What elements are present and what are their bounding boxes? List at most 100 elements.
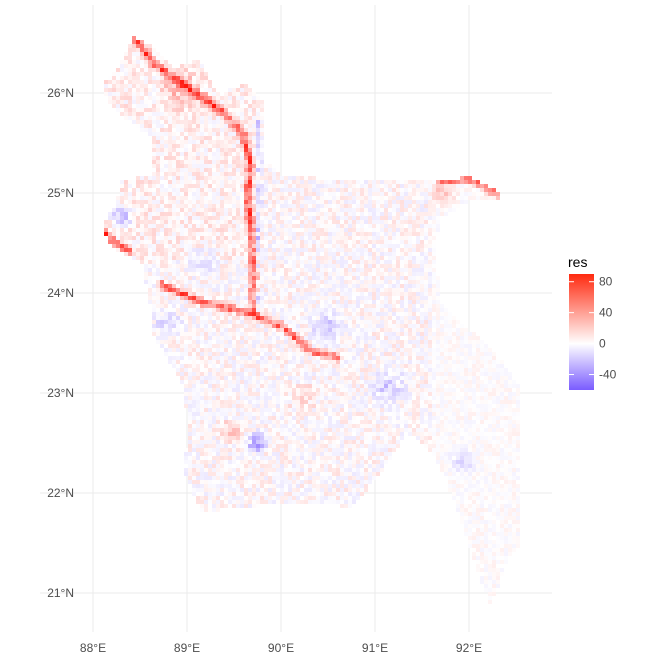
- raster-cell: [152, 140, 156, 144]
- raster-cell: [212, 304, 216, 308]
- raster-cell: [220, 216, 224, 220]
- raster-cell: [376, 344, 380, 348]
- raster-cell: [364, 252, 368, 256]
- raster-cell: [444, 204, 448, 208]
- raster-cell: [192, 368, 196, 372]
- raster-cell: [140, 72, 144, 76]
- raster-cell: [280, 224, 284, 228]
- raster-cell: [248, 368, 252, 372]
- raster-cell: [400, 344, 404, 348]
- raster-cell: [380, 220, 384, 224]
- raster-cell: [160, 88, 164, 92]
- raster-cell: [412, 328, 416, 332]
- raster-cell: [180, 164, 184, 168]
- raster-cell: [160, 184, 164, 188]
- raster-cell: [188, 268, 192, 272]
- raster-cell: [244, 296, 248, 300]
- raster-cell: [200, 216, 204, 220]
- raster-cell: [320, 308, 324, 312]
- raster-cell: [292, 240, 296, 244]
- raster-cell: [404, 304, 408, 308]
- raster-cell: [384, 244, 388, 248]
- raster-cell: [172, 352, 176, 356]
- raster-cell: [364, 308, 368, 312]
- raster-cell: [228, 144, 232, 148]
- raster-cell: [288, 196, 292, 200]
- raster-cell: [168, 156, 172, 160]
- raster-cell: [240, 184, 244, 188]
- raster-cell: [336, 276, 340, 280]
- raster-cell: [340, 268, 344, 272]
- raster-cell: [452, 320, 456, 324]
- raster-cell: [216, 304, 220, 308]
- raster-cell: [456, 180, 460, 184]
- raster-cell: [196, 316, 200, 320]
- raster-cell: [360, 320, 364, 324]
- raster-cell: [192, 72, 196, 76]
- raster-cell: [256, 144, 260, 148]
- raster-cell: [364, 264, 368, 268]
- raster-cell: [244, 368, 248, 372]
- raster-cell: [336, 368, 340, 372]
- raster-cell: [184, 296, 188, 300]
- raster-cell: [436, 300, 440, 304]
- raster-cell: [108, 80, 112, 84]
- raster-cell: [460, 188, 464, 192]
- raster-cell: [344, 212, 348, 216]
- raster-cell: [132, 212, 136, 216]
- raster-cell: [168, 288, 172, 292]
- raster-cell: [136, 192, 140, 196]
- raster-cell: [204, 104, 208, 108]
- raster-cell: [160, 152, 164, 156]
- raster-cell: [316, 248, 320, 252]
- raster-cell: [112, 80, 116, 84]
- raster-cell: [156, 172, 160, 176]
- raster-cell: [220, 220, 224, 224]
- raster-cell: [492, 372, 496, 376]
- raster-cell: [416, 208, 420, 212]
- raster-cell: [184, 112, 188, 116]
- raster-cell: [400, 360, 404, 364]
- raster-cell: [216, 288, 220, 292]
- raster-cell: [148, 232, 152, 236]
- raster-cell: [216, 236, 220, 240]
- raster-cell: [144, 84, 148, 88]
- raster-cell: [340, 256, 344, 260]
- raster-cell: [400, 324, 404, 328]
- raster-cell: [444, 336, 448, 340]
- raster-cell: [212, 232, 216, 236]
- raster-cell: [176, 320, 180, 324]
- raster-cell: [336, 192, 340, 196]
- raster-cell: [256, 368, 260, 372]
- raster-cell: [252, 352, 256, 356]
- raster-cell: [412, 372, 416, 376]
- raster-cell: [308, 268, 312, 272]
- raster-cell: [252, 320, 256, 324]
- raster-cell: [296, 256, 300, 260]
- raster-cell: [324, 312, 328, 316]
- raster-cell: [116, 208, 120, 212]
- raster-cell: [172, 76, 176, 80]
- raster-cell: [312, 260, 316, 264]
- raster-cell: [364, 352, 368, 356]
- raster-cell: [268, 172, 272, 176]
- raster-cell: [276, 260, 280, 264]
- raster-cell: [160, 328, 164, 332]
- raster-cell: [128, 244, 132, 248]
- raster-cell: [428, 220, 432, 224]
- raster-cell: [396, 236, 400, 240]
- raster-cell: [372, 220, 376, 224]
- raster-cell: [196, 92, 200, 96]
- raster-cell: [344, 312, 348, 316]
- raster-cell: [452, 188, 456, 192]
- raster-cell: [392, 332, 396, 336]
- raster-cell: [384, 228, 388, 232]
- raster-cell: [168, 360, 172, 364]
- raster-cell: [160, 120, 164, 124]
- raster-cell: [240, 144, 244, 148]
- raster-cell: [256, 268, 260, 272]
- raster-cell: [384, 312, 388, 316]
- raster-cell: [248, 204, 252, 208]
- raster-cell: [376, 340, 380, 344]
- raster-cell: [176, 332, 180, 336]
